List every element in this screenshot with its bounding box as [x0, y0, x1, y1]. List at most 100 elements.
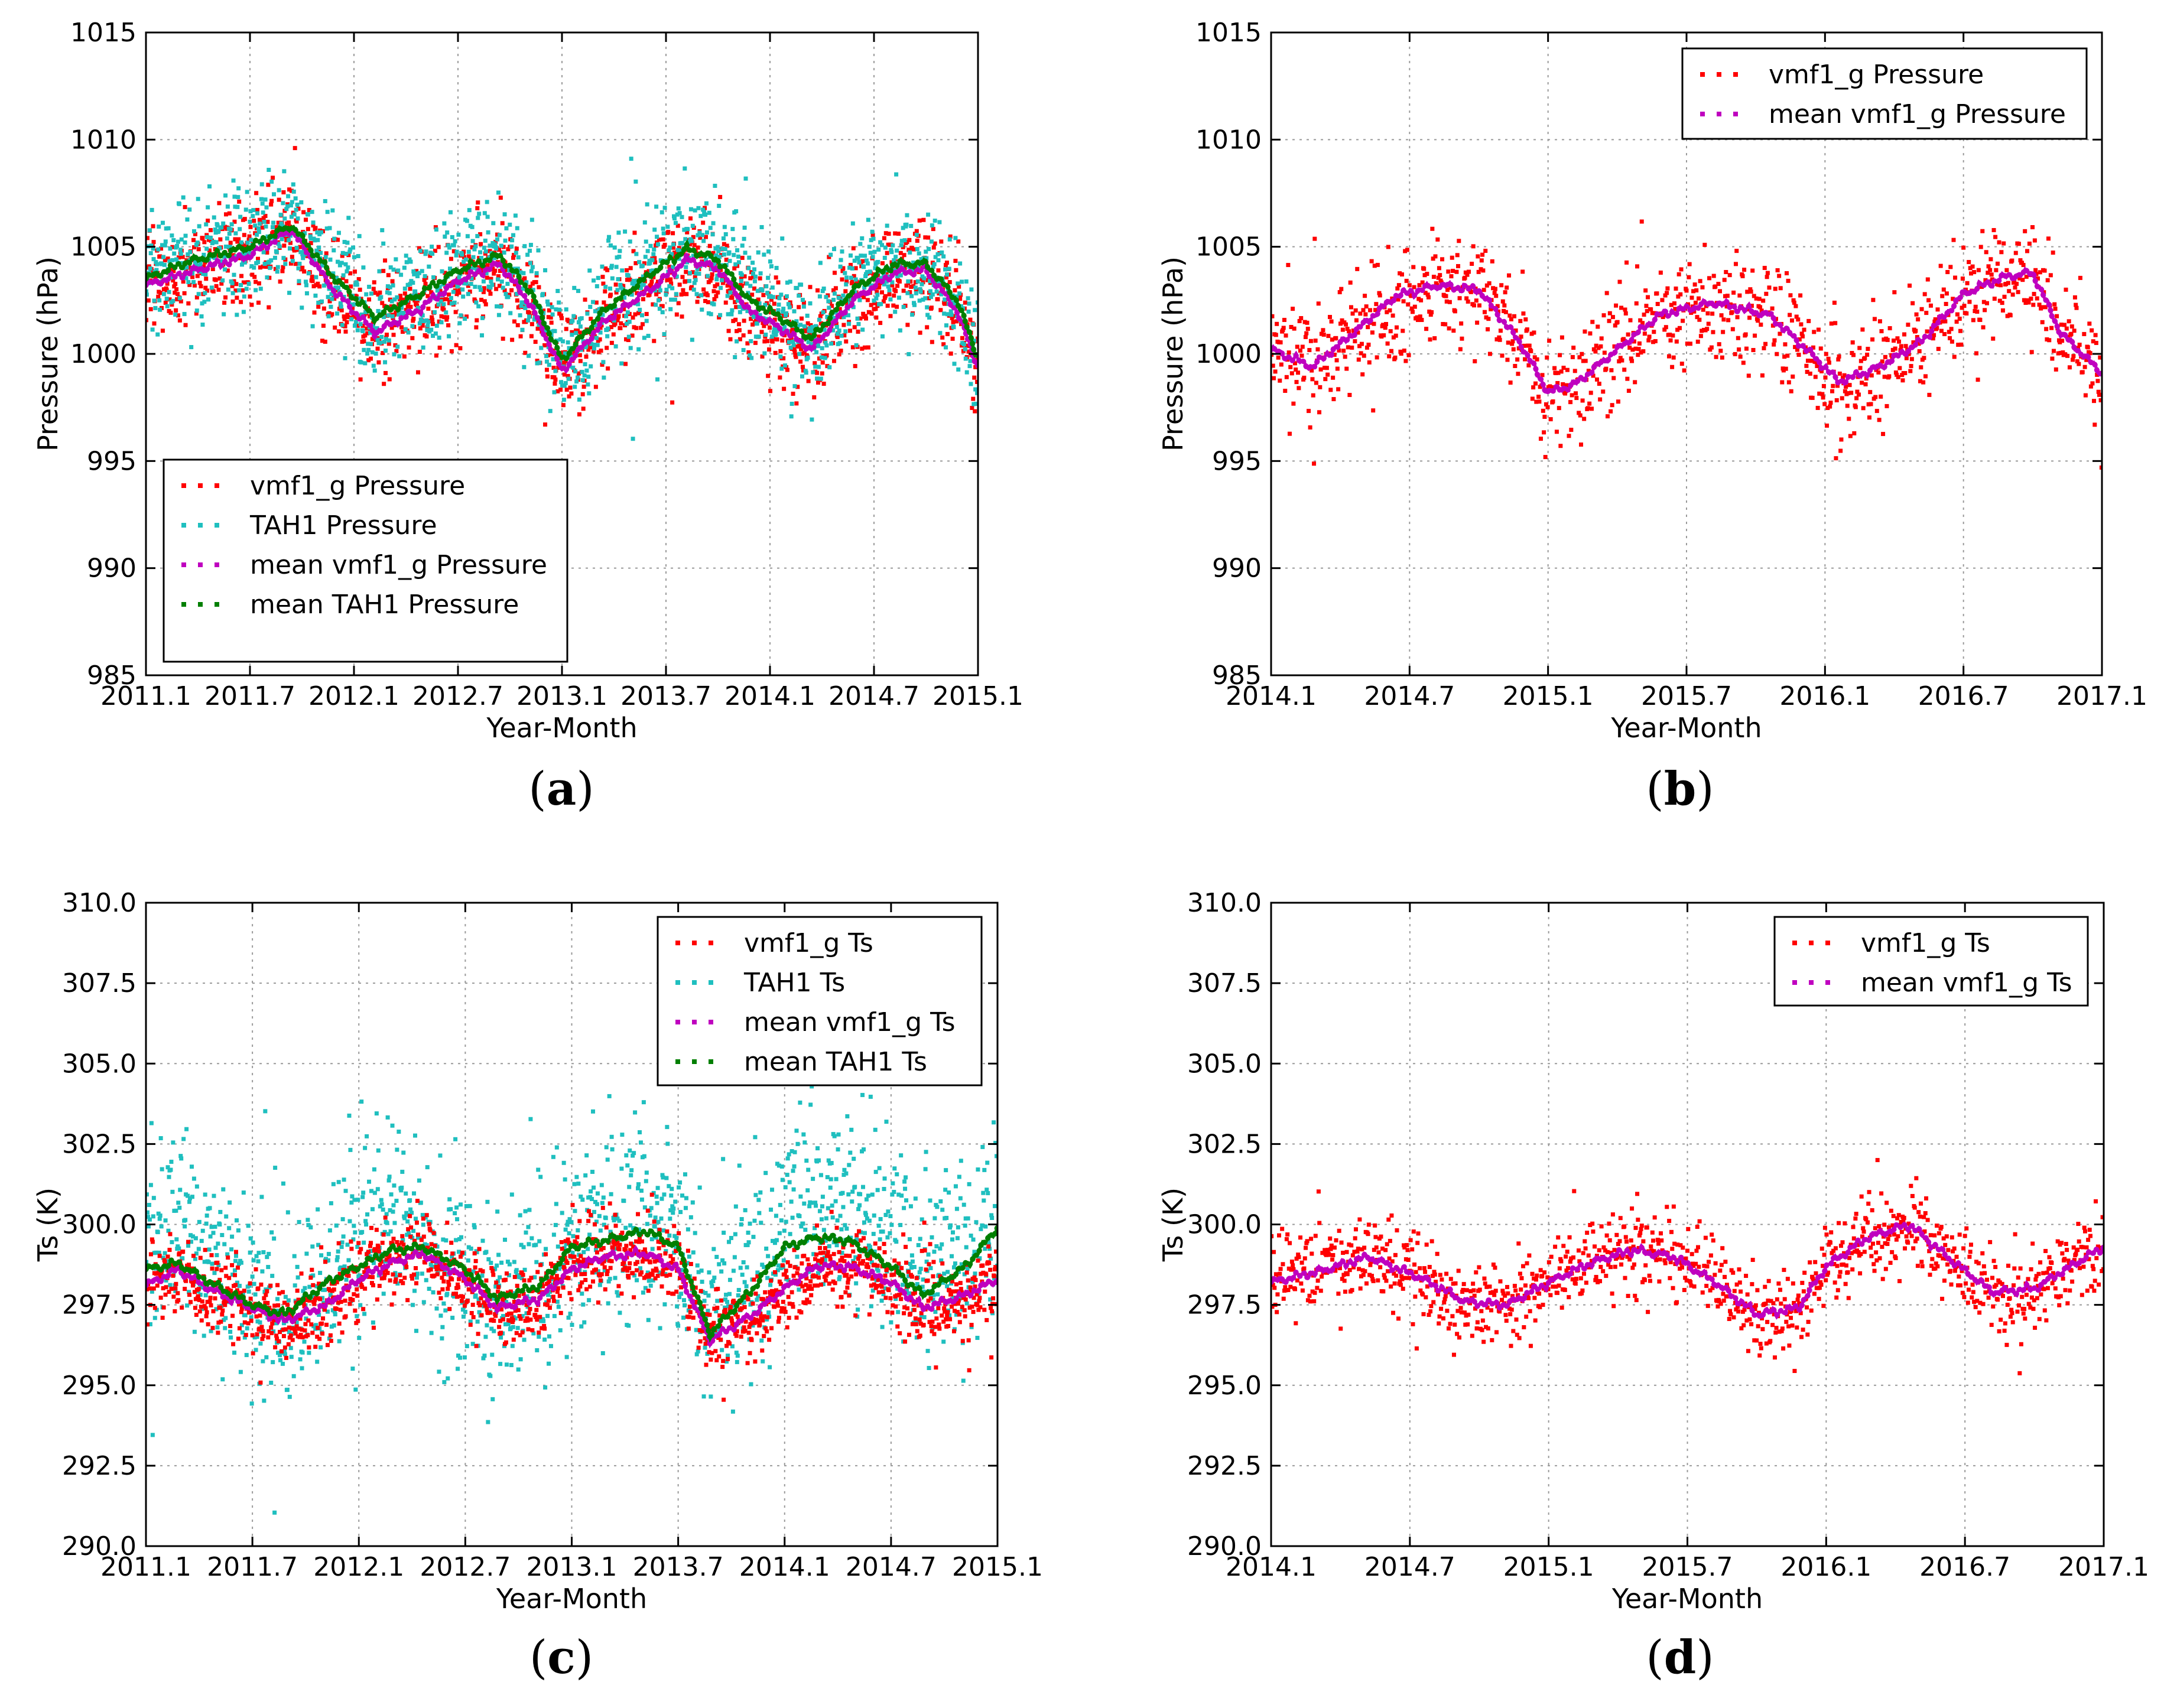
data-point-vmf [1972, 270, 1977, 275]
data-point-vmf [1588, 391, 1593, 395]
data-point-tah [570, 1322, 574, 1327]
data-point-tah [953, 236, 958, 240]
data-point-vmf [1981, 300, 1986, 304]
data-point-vmf [1529, 331, 1534, 336]
data-point-tah [938, 331, 943, 336]
data-point-tah [235, 313, 239, 317]
data-point-tah [669, 297, 674, 302]
data-point-tah [316, 238, 320, 242]
data-point-vmf [381, 351, 385, 356]
data-point-vmf [577, 412, 581, 417]
data-point-tah [613, 307, 618, 311]
data-point-vmf [234, 282, 239, 287]
data-point-vmf [1751, 347, 1756, 352]
data-point-tah [281, 201, 285, 206]
data-point-vmf [202, 240, 207, 245]
data-point-tah [805, 355, 810, 360]
data-point-vmf [1419, 298, 1424, 302]
data-point-tah [971, 322, 976, 327]
legend-label: vmf1_g Pressure [1769, 60, 1984, 90]
data-point-tah [151, 1214, 155, 1219]
data-point-tah [249, 238, 254, 242]
data-point-tah [161, 1255, 165, 1260]
data-point-tah [212, 1271, 217, 1276]
data-point-tah [186, 252, 190, 257]
data-point-tah [388, 265, 393, 270]
data-point-vmf [1726, 318, 1731, 323]
data-point-vmf [1733, 262, 1738, 266]
data-point-vmf [690, 270, 695, 275]
data-point-vmf [931, 245, 936, 250]
data-point-tah [385, 290, 389, 295]
data-point-tah [397, 312, 401, 317]
data-point-tah [287, 1394, 292, 1399]
data-point-vmf [668, 277, 673, 282]
data-point-vmf [780, 338, 785, 343]
data-point-vmf [568, 385, 573, 390]
data-point-tah [222, 312, 226, 317]
data-point-vmf [340, 276, 345, 281]
data-point-vmf [893, 231, 898, 236]
data-point-vmf [1470, 262, 1474, 266]
data-point-vmf [1939, 328, 1944, 333]
data-point-tah [414, 271, 419, 276]
data-point-tah [934, 289, 939, 294]
data-point-vmf [171, 269, 176, 274]
data-point-vmf [1624, 260, 1629, 265]
data-point-tah [921, 297, 925, 302]
data-point-vmf [1341, 349, 1346, 353]
data-point-vmf [1626, 388, 1631, 393]
data-point-tah [421, 318, 426, 323]
data-point-tah [451, 243, 456, 248]
data-point-vmf [1721, 330, 1726, 334]
data-point-tah [348, 247, 353, 252]
data-point-tah [535, 361, 540, 366]
data-point-vmf [1870, 337, 1875, 342]
data-point-tah [235, 1280, 239, 1285]
data-point-tah [947, 266, 951, 271]
data-point-vmf [352, 269, 357, 274]
data-point-tah [713, 246, 718, 251]
data-point-tah [295, 216, 300, 221]
data-point-tah [925, 313, 930, 317]
data-point-vmf [1507, 313, 1512, 318]
data-point-vmf [1850, 340, 1855, 345]
data-point-vmf [1795, 347, 1799, 352]
data-point-vmf [1693, 300, 1698, 305]
data-point-tah [232, 272, 236, 277]
data-point-tah [371, 1320, 375, 1325]
data-point-tah [904, 222, 909, 227]
data-point-tah [401, 1238, 405, 1242]
data-point-tah [711, 302, 716, 307]
data-point-vmf [853, 266, 858, 271]
data-point-tah [697, 230, 702, 235]
data-point-vmf [808, 285, 813, 289]
data-point-tah [362, 1312, 367, 1316]
data-point-tah [328, 1293, 333, 1297]
data-point-vmf [1417, 283, 1422, 288]
data-point-tah [311, 1273, 316, 1278]
data-point-vmf [936, 268, 941, 273]
data-point-vmf [1457, 296, 1462, 301]
data-point-vmf [515, 298, 519, 303]
data-point-tah [718, 313, 723, 317]
data-point-vmf [1746, 373, 1751, 378]
data-point-vmf [2017, 276, 2022, 281]
data-point-tah [220, 1377, 225, 1382]
data-point-tah [553, 369, 558, 373]
data-point-tah [288, 1346, 293, 1351]
data-point-vmf [2037, 302, 2042, 307]
data-point-tah [831, 328, 836, 333]
data-point-tah [265, 1255, 269, 1260]
data-point-vmf [389, 304, 394, 309]
data-point-vmf [1927, 392, 1932, 397]
data-point-tah [173, 1289, 178, 1293]
data-point-vmf [457, 290, 462, 295]
data-point-vmf [1967, 260, 1971, 265]
data-point-tah [411, 1303, 415, 1307]
data-point-tah [571, 365, 576, 370]
data-point-vmf [1794, 314, 1799, 319]
data-point-tah [469, 282, 473, 287]
data-point-vmf [496, 248, 501, 252]
data-point-vmf [1750, 268, 1755, 273]
